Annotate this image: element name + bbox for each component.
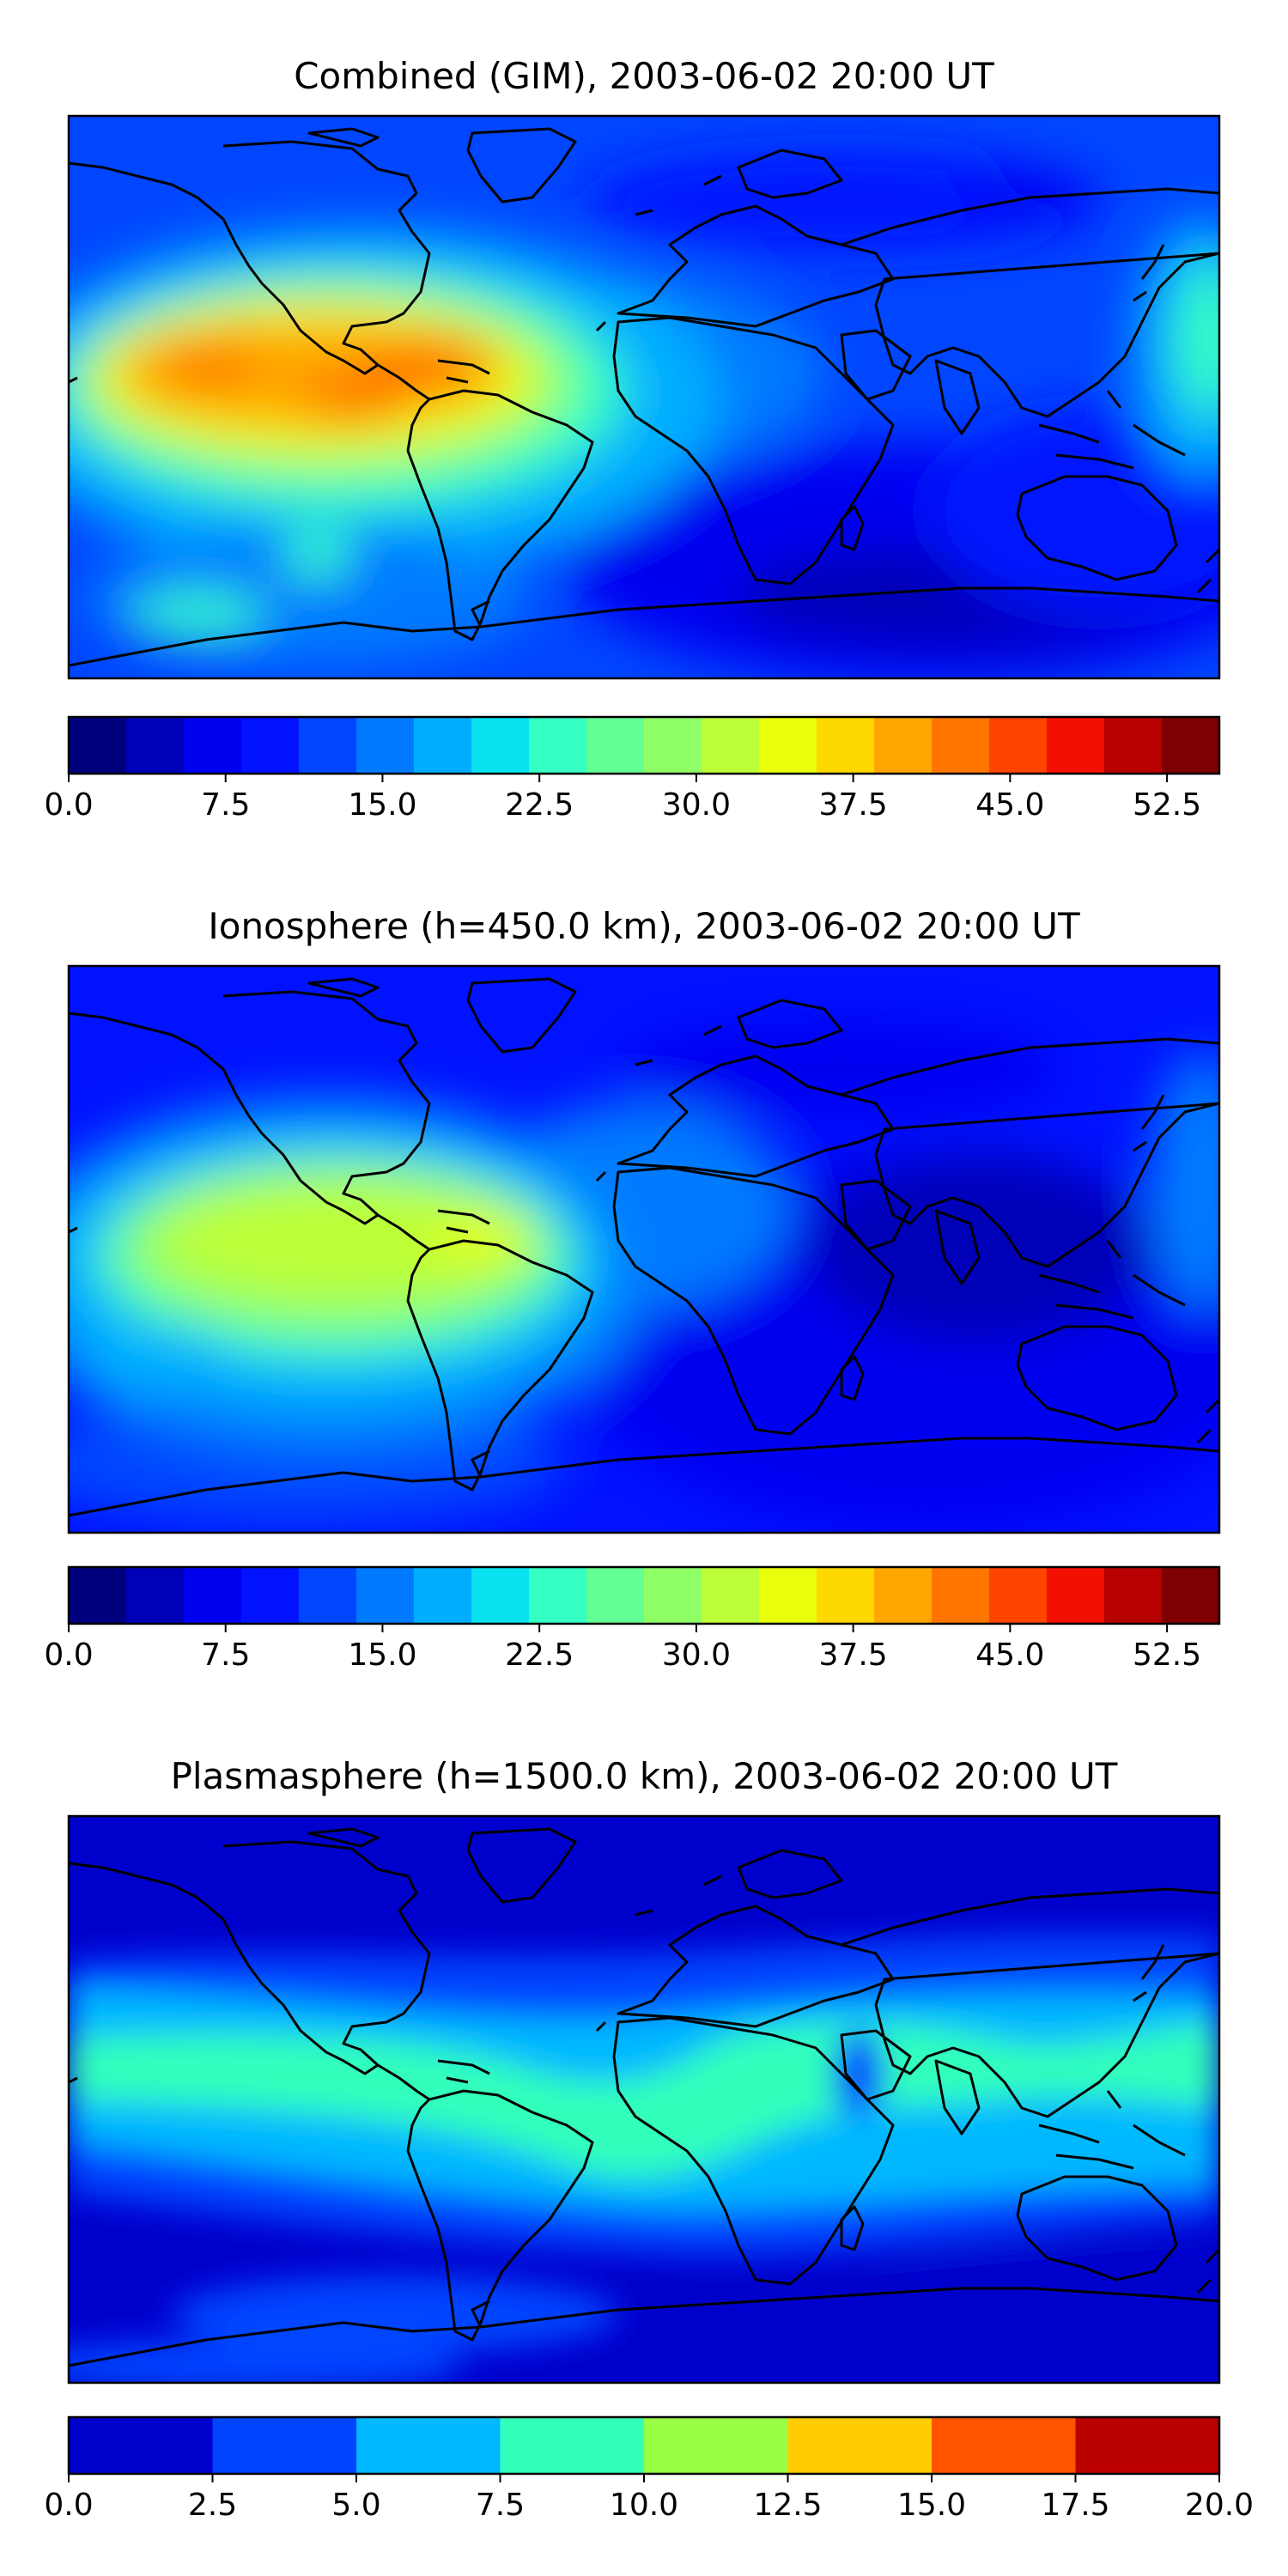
colorbar-tick-label: 17.5 [1041, 2488, 1109, 2523]
colorbar-segment [356, 2417, 501, 2474]
colorbar-segment [241, 717, 300, 774]
map-field [69, 116, 1219, 678]
colorbar-tick-label: 20.0 [1185, 2488, 1254, 2523]
colorbar-tick-label: 15.0 [897, 2488, 966, 2523]
colorbar-tick-label: 37.5 [819, 1637, 888, 1673]
colorbar-segment [69, 2417, 214, 2474]
colorbar-segment [414, 1567, 472, 1624]
colorbar-segment [126, 1567, 185, 1624]
colorbar-segment [874, 1567, 933, 1624]
colorbar-segment [212, 2417, 357, 2474]
colorbar-segment [586, 1567, 645, 1624]
colorbar-tick-label: 12.5 [753, 2488, 822, 2523]
map-field [69, 966, 1219, 1533]
colorbar-segment [1162, 717, 1220, 774]
colorbar-segment [759, 1567, 817, 1624]
colorbar-segment [874, 717, 933, 774]
colorbar-segment [817, 717, 875, 774]
colorbar-tick-label: 22.5 [505, 787, 574, 823]
tec-contours [69, 1934, 1219, 2383]
colorbar-segment [1104, 717, 1163, 774]
map-frame [67, 964, 1221, 1534]
colorbar-segment [69, 1567, 127, 1624]
colorbar-segment [586, 717, 645, 774]
colorbar-tick-label: 7.5 [201, 787, 250, 823]
colorbar-segment [1047, 1567, 1105, 1624]
colorbar-tick-label: 52.5 [1133, 1637, 1201, 1673]
colorbar-segment [299, 1567, 357, 1624]
colorbar: 0.0 7.5 15.0 22.5 30.0 37.5 45.0 52.5 [44, 715, 1221, 823]
chart-title: Combined (GIM), 2003-06-02 20:00 UT [294, 55, 994, 97]
colorbar-segment [1104, 1567, 1163, 1624]
colorbar-segment [932, 717, 990, 774]
colorbar-segment [69, 717, 127, 774]
colorbar-segment [644, 1567, 702, 1624]
colorbar-tick-label: 30.0 [662, 787, 731, 823]
colorbar-segment [702, 717, 760, 774]
colorbar: 0.0 2.5 5.0 7.5 10.0 12.5 15.0 17.5 20.0 [44, 2415, 1254, 2523]
colorbar-tick-label: 45.0 [975, 787, 1044, 823]
colorbar-segment [1162, 1567, 1220, 1624]
colorbar-segment [932, 1567, 990, 1624]
colorbar-tick-label: 15.0 [348, 1637, 416, 1673]
colorbar-segment [644, 2417, 789, 2474]
colorbar-frame [67, 715, 1221, 775]
colorbar-tick-label: 2.5 [188, 2488, 237, 2523]
map-frame [67, 1814, 1221, 2385]
colorbar-segment [414, 717, 472, 774]
chart-panel-plasmasphere: Plasmasphere (h=1500.0 km), 2003-06-02 2… [44, 1755, 1254, 2523]
colorbar-tick-label: 37.5 [819, 787, 888, 823]
chart-title: Plasmasphere (h=1500.0 km), 2003-06-02 2… [171, 1755, 1118, 1797]
colorbar-segment [356, 717, 415, 774]
colorbar-tick-label: 15.0 [348, 787, 416, 823]
colorbar-tick-label: 52.5 [1133, 787, 1201, 823]
colorbar-segment [126, 717, 185, 774]
colorbar-segment [1047, 717, 1105, 774]
colorbar-tick-label: 0.0 [44, 2488, 93, 2523]
colorbar-frame [67, 1565, 1221, 1625]
colorbar-segment [529, 1567, 587, 1624]
colorbar-segment [529, 717, 587, 774]
chart-panel-ionosphere: Ionosphere (h=450.0 km), 2003-06-02 20:0… [44, 905, 1221, 1673]
chart-title: Ionosphere (h=450.0 km), 2003-06-02 20:0… [208, 905, 1080, 947]
colorbar-segment [759, 717, 817, 774]
colorbar-segment [471, 1567, 530, 1624]
colorbar-segment [989, 1567, 1048, 1624]
colorbar-segment [702, 1567, 760, 1624]
colorbar-segment [500, 2417, 645, 2474]
map-frame [67, 114, 1221, 680]
colorbar-segment [644, 717, 702, 774]
colorbar-segment [471, 717, 530, 774]
colorbar-segment [1075, 2417, 1220, 2474]
colorbar-tick-label: 0.0 [44, 1637, 93, 1673]
colorbar-tick-label: 0.0 [44, 787, 93, 823]
colorbar-segment [932, 2417, 1077, 2474]
colorbar-segment [184, 1567, 242, 1624]
colorbar-segment [299, 717, 357, 774]
colorbar-segment [817, 1567, 875, 1624]
tec-contours [69, 1018, 1219, 1533]
colorbar-tick-label: 30.0 [662, 1637, 731, 1673]
colorbar-tick-label: 10.0 [610, 2488, 678, 2523]
colorbar-segment [184, 717, 242, 774]
colorbar-segment [989, 717, 1048, 774]
chart-panel-combined: Combined (GIM), 2003-06-02 20:00 UT [44, 55, 1221, 823]
colorbar-tick-label: 7.5 [476, 2488, 525, 2523]
tec-contours [69, 150, 1219, 678]
colorbar-tick-label: 5.0 [331, 2488, 380, 2523]
colorbar-tick-label: 22.5 [505, 1637, 574, 1673]
colorbar-tick-label: 7.5 [201, 1637, 250, 1673]
colorbar: 0.0 7.5 15.0 22.5 30.0 37.5 45.0 52.5 [44, 1565, 1221, 1673]
colorbar-tick-label: 45.0 [975, 1637, 1044, 1673]
colorbar-segment [241, 1567, 300, 1624]
colorbar-segment [787, 2417, 933, 2474]
colorbar-segment [356, 1567, 415, 1624]
map-field [69, 1816, 1219, 2383]
